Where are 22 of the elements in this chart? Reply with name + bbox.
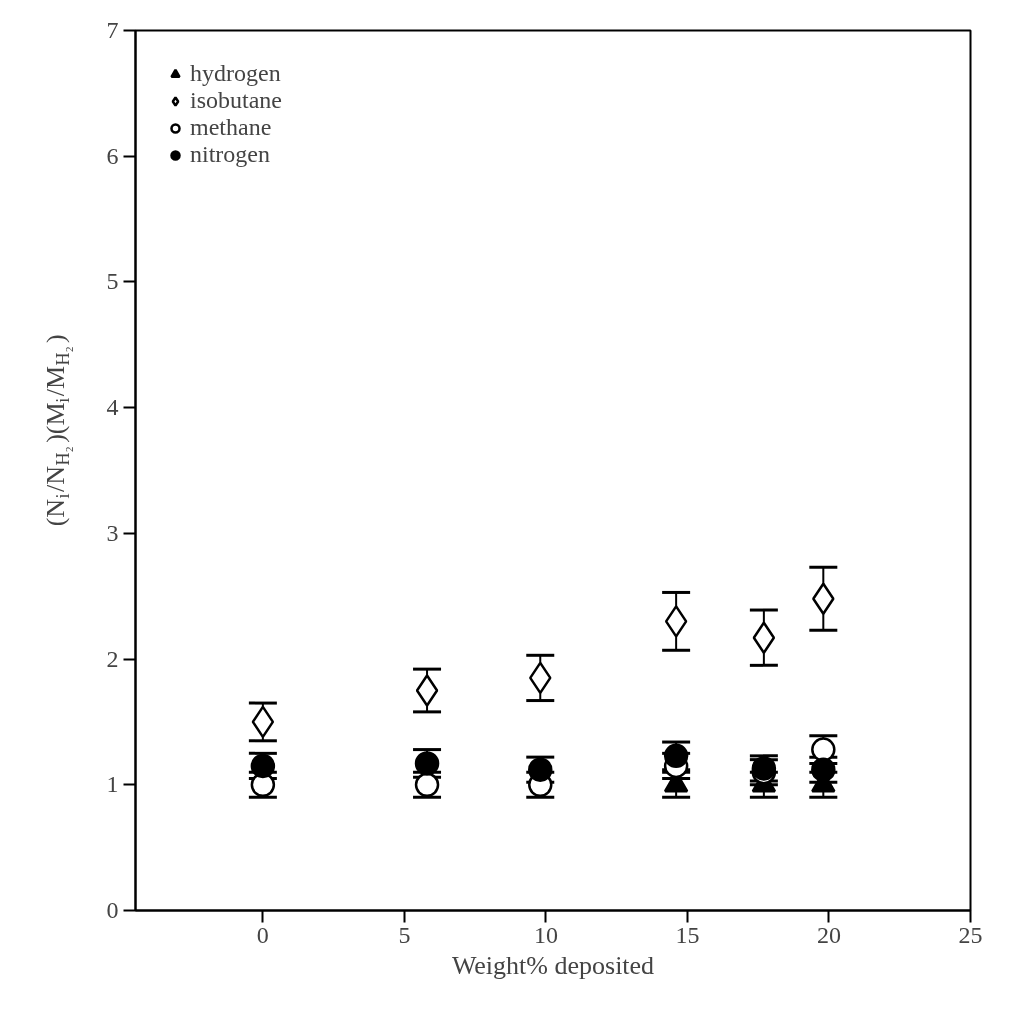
legend-label: nitrogen [190,141,270,168]
x-axis-title: Weight% deposited [451,950,655,980]
y-tick-label: 3 [106,519,119,546]
x-tick-label: 25 [958,921,983,948]
y-tick-label: 2 [106,645,119,672]
legend-label: methane [190,114,272,141]
x-tick-label: 0 [256,921,269,948]
x-tick-label: 20 [816,921,841,948]
x-tick-label: 15 [675,921,700,948]
x-tick-label: 5 [398,921,411,948]
point [752,621,776,654]
y-tick-label: 5 [106,268,119,295]
point [664,605,688,638]
y-tick-label: 0 [106,897,119,923]
point [415,674,439,707]
legend-label: isobutane [190,87,282,114]
legend-label: hydrogen [190,60,281,87]
x-tick-label: 10 [533,921,558,948]
y-tick-label: 4 [106,394,119,421]
y-tick-label: 7 [106,17,119,43]
y-tick-label: 1 [106,771,119,798]
y-tick-label: 6 [106,142,119,169]
